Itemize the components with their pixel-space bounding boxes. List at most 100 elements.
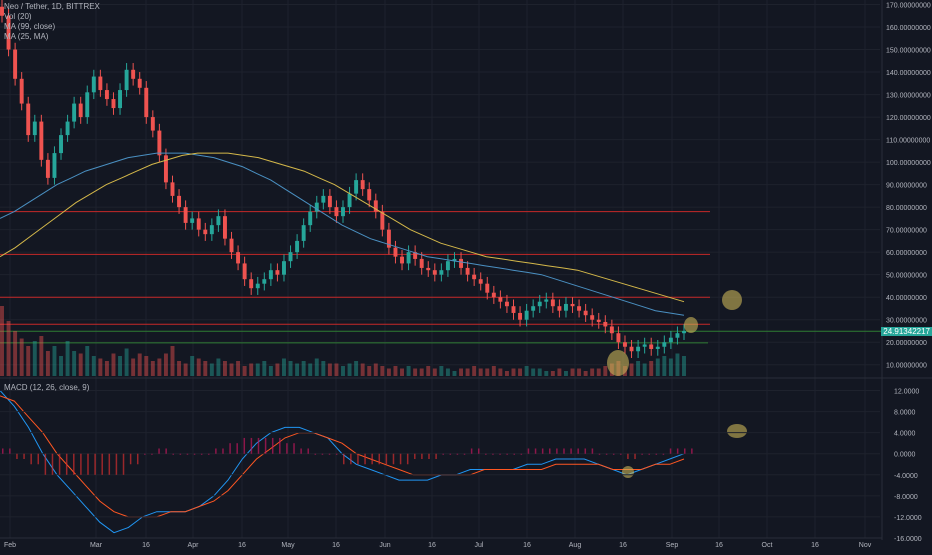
x-tick-label: Mar	[90, 542, 103, 549]
macd-histogram-bar	[73, 453, 75, 475]
candle-body	[91, 76, 96, 93]
candle-body	[609, 326, 614, 334]
macd-histogram-bar	[378, 453, 381, 465]
volume-bar	[577, 368, 582, 376]
candle-body	[242, 263, 247, 280]
volume-bar	[459, 368, 464, 376]
volume-bar	[603, 366, 608, 376]
volume-bar	[104, 361, 109, 376]
volume-bar	[13, 331, 18, 376]
legend-ma25: MA (25, MA)	[4, 32, 49, 41]
macd-histogram-bar	[513, 453, 515, 455]
volume-bar	[52, 346, 57, 376]
macd-histogram-bar	[634, 453, 636, 459]
macd-histogram-bar	[612, 453, 615, 455]
volume-bar	[432, 368, 437, 376]
macd-histogram-bar	[442, 453, 444, 455]
volume-bar	[282, 358, 286, 376]
volume-bar	[649, 361, 654, 376]
volume-bar	[124, 348, 129, 376]
macd-histogram-bar	[300, 448, 302, 454]
candle-body	[268, 270, 273, 280]
volume-bar	[222, 361, 227, 376]
volume-bar	[268, 366, 273, 376]
candle-body	[275, 270, 280, 275]
candle-body	[668, 337, 673, 343]
macd-histogram-bar	[541, 448, 544, 454]
last-price-tag: 24.91342217	[881, 327, 932, 336]
volume-bar	[301, 361, 306, 376]
volume-bar	[334, 363, 339, 376]
volume-bar	[393, 366, 398, 376]
candle-body	[544, 299, 549, 302]
volume-bar	[118, 356, 123, 376]
volume-bar	[557, 368, 562, 376]
macd-histogram-bar	[122, 453, 125, 475]
macd-histogram-bar	[108, 453, 111, 475]
candle-body	[413, 252, 418, 259]
macd-histogram-bar	[144, 453, 146, 455]
macd-histogram-bar	[129, 453, 132, 465]
macd-histogram-bar	[335, 453, 338, 455]
macd-legend: MACD (12, 26, close, 9)	[4, 383, 90, 392]
candle-body	[491, 292, 496, 298]
macd-histogram-bar	[357, 453, 359, 465]
volume-bar	[360, 363, 365, 376]
candle-body	[170, 182, 175, 196]
highlight-marker	[684, 317, 698, 333]
volume-bar	[216, 358, 221, 376]
macd-histogram-bar	[414, 453, 416, 459]
macd-histogram-bar	[527, 448, 530, 454]
volume-bar	[255, 363, 260, 376]
candle-body	[432, 270, 437, 275]
candle-body	[675, 333, 680, 338]
volume-bar	[78, 353, 83, 376]
candle-body	[308, 211, 313, 226]
candle-body	[321, 195, 326, 203]
volume-bar	[262, 361, 267, 376]
macd-histogram-bar	[655, 453, 658, 455]
y-tick-label: 80.00000000	[886, 205, 927, 212]
volume-bar	[327, 363, 332, 376]
volume-bar	[413, 368, 418, 376]
volume-bar	[373, 363, 378, 376]
volume-bar	[229, 363, 234, 376]
volume-bar	[131, 358, 136, 376]
macd-histogram-bar	[371, 453, 373, 465]
candle-body	[209, 225, 214, 235]
volume-bar	[380, 366, 385, 376]
candle-body	[518, 312, 523, 320]
x-tick-label: Jul	[475, 542, 484, 549]
macd-tick-label: 0.0000	[894, 452, 916, 459]
volume-bar	[563, 371, 568, 376]
macd-histogram-bar	[577, 448, 579, 454]
volume-bar	[288, 361, 293, 376]
candle-body	[216, 216, 221, 226]
volume-bar	[478, 368, 483, 376]
candle-body	[72, 103, 77, 122]
volume-bar	[472, 366, 477, 376]
volume-bar	[675, 353, 680, 376]
macd-histogram-bar	[94, 453, 96, 475]
volume-bar	[19, 338, 24, 376]
volume-bar	[636, 361, 641, 376]
volume-bar	[537, 368, 542, 376]
macd-histogram-bar	[151, 453, 153, 455]
candle-body	[537, 301, 542, 307]
volume-bar	[354, 361, 359, 376]
x-tick-label: 16	[238, 542, 246, 549]
macd-histogram-bar	[80, 453, 82, 475]
candle-body	[550, 299, 555, 307]
macd-histogram-bar	[591, 448, 594, 454]
y-tick-label: 120.00000000	[886, 115, 931, 122]
volume-bar	[629, 363, 634, 376]
highlight-marker	[727, 424, 747, 438]
macd-histogram-bar	[193, 453, 196, 455]
highlight-marker	[607, 350, 629, 376]
candle-body	[52, 153, 57, 178]
candle-body	[642, 344, 647, 347]
candle-body	[623, 342, 627, 347]
candle-body	[301, 225, 306, 241]
